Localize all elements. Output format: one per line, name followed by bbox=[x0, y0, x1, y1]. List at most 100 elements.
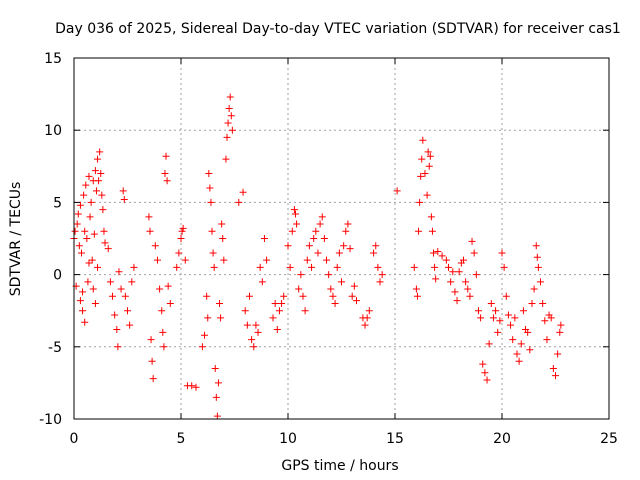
data-point bbox=[547, 314, 555, 322]
data-point bbox=[275, 307, 283, 315]
data-point bbox=[114, 343, 122, 351]
data-point bbox=[75, 242, 83, 250]
data-point bbox=[212, 393, 220, 401]
plot-frame bbox=[73, 57, 610, 420]
data-point bbox=[163, 177, 171, 185]
data-point bbox=[291, 210, 299, 218]
data-point bbox=[485, 340, 493, 348]
data-point bbox=[243, 321, 251, 329]
data-point bbox=[284, 242, 292, 250]
data-point bbox=[428, 227, 436, 235]
data-point bbox=[181, 256, 189, 264]
data-point bbox=[549, 364, 557, 372]
data-point bbox=[449, 268, 457, 276]
data-point bbox=[206, 184, 214, 192]
data-point bbox=[210, 263, 218, 271]
data-point bbox=[151, 242, 159, 250]
data-point bbox=[208, 227, 216, 235]
data-point bbox=[239, 188, 247, 196]
data-point bbox=[329, 292, 337, 300]
data-point bbox=[91, 299, 99, 307]
data-point bbox=[464, 285, 472, 293]
data-point bbox=[224, 119, 232, 127]
data-point bbox=[269, 314, 277, 322]
data-point bbox=[502, 292, 510, 300]
data-point bbox=[513, 350, 521, 358]
data-point bbox=[248, 336, 256, 344]
data-point bbox=[552, 372, 559, 380]
data-point bbox=[76, 201, 84, 209]
data-point bbox=[424, 148, 432, 156]
data-point bbox=[88, 256, 96, 264]
data-point bbox=[524, 328, 532, 336]
data-point bbox=[156, 285, 164, 293]
data-point bbox=[227, 112, 235, 120]
data-point bbox=[164, 282, 172, 290]
data-point bbox=[99, 206, 107, 214]
x-tick-label: 0 bbox=[70, 431, 79, 447]
data-point bbox=[342, 227, 350, 235]
data-point bbox=[153, 256, 161, 264]
data-point bbox=[310, 235, 318, 242]
data-point bbox=[161, 170, 169, 178]
data-point bbox=[256, 263, 264, 271]
data-point bbox=[554, 350, 562, 358]
data-point bbox=[376, 278, 384, 286]
data-point bbox=[162, 152, 170, 160]
data-point bbox=[77, 249, 85, 257]
data-point bbox=[346, 245, 354, 253]
data-point bbox=[148, 357, 156, 365]
data-point bbox=[205, 170, 213, 178]
data-point bbox=[128, 278, 136, 286]
data-point bbox=[225, 105, 233, 113]
data-point bbox=[492, 307, 500, 315]
data-point bbox=[121, 292, 129, 300]
data-point bbox=[146, 227, 154, 235]
data-point bbox=[81, 227, 89, 235]
data-point bbox=[79, 307, 87, 315]
data-point bbox=[204, 314, 212, 322]
data-point bbox=[203, 292, 211, 300]
data-point bbox=[418, 155, 426, 163]
y-tick-label: 0 bbox=[53, 268, 62, 284]
data-point bbox=[301, 307, 309, 315]
data-point bbox=[363, 314, 371, 322]
x-axis-ticks: 0 5 10 15 20 25 bbox=[70, 58, 618, 447]
data-point bbox=[316, 220, 324, 228]
data-point bbox=[423, 191, 431, 199]
data-point bbox=[109, 292, 117, 300]
data-point bbox=[226, 93, 234, 101]
data-point bbox=[533, 253, 541, 261]
data-point bbox=[214, 379, 222, 387]
data-point bbox=[509, 336, 517, 344]
data-point bbox=[273, 325, 281, 333]
data-point bbox=[74, 210, 82, 218]
data-point bbox=[537, 278, 545, 286]
data-point bbox=[500, 263, 508, 271]
data-point bbox=[421, 170, 429, 178]
data-point bbox=[532, 242, 540, 250]
data-point bbox=[106, 278, 114, 286]
data-point bbox=[95, 177, 103, 185]
data-point bbox=[178, 227, 186, 235]
x-tick-label: 5 bbox=[177, 431, 186, 447]
data-point bbox=[340, 242, 348, 250]
data-point bbox=[290, 206, 298, 214]
data-point bbox=[474, 307, 482, 315]
data-point bbox=[228, 126, 236, 134]
data-point bbox=[160, 343, 168, 351]
data-point bbox=[466, 292, 474, 300]
data-point bbox=[126, 321, 134, 329]
data-point bbox=[175, 249, 183, 257]
data-point bbox=[235, 198, 243, 206]
data-point bbox=[539, 299, 547, 307]
data-point bbox=[263, 256, 271, 264]
data-point bbox=[489, 314, 497, 322]
data-point bbox=[393, 187, 401, 195]
data-point bbox=[145, 213, 153, 221]
x-tick-label: 15 bbox=[386, 431, 404, 447]
data-point bbox=[216, 299, 224, 307]
data-point bbox=[481, 369, 489, 377]
data-point bbox=[119, 187, 127, 195]
